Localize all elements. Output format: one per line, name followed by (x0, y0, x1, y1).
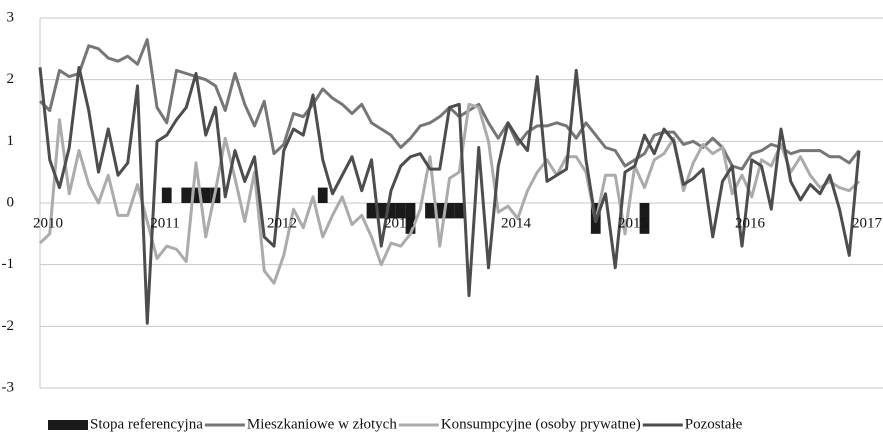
bar (444, 203, 455, 219)
bar (161, 187, 172, 203)
legend-swatch (48, 420, 88, 430)
bar (454, 203, 465, 219)
bar (639, 203, 650, 234)
bar (191, 187, 201, 203)
bar (395, 203, 406, 219)
x-tick-label: 2014 (501, 215, 532, 231)
legend-label: Stopa referencyjna (90, 416, 203, 432)
legend-label: Mieszkaniowe w złotych (247, 416, 397, 432)
bar (434, 203, 445, 219)
bar (317, 187, 328, 203)
x-tick-label: 2010 (33, 215, 63, 231)
legend-item: Pozostałe (642, 416, 743, 432)
legend-item: Konsumpcyjne (osoby prywatne) (398, 416, 641, 432)
line (38, 38, 861, 171)
x-tick-label: 2015 (618, 215, 648, 231)
bar (376, 203, 387, 219)
bar (366, 203, 377, 219)
x-tick-label: 2013 (384, 215, 414, 231)
bar (405, 203, 416, 234)
line (38, 102, 861, 285)
x-tick-label: 2012 (267, 215, 297, 231)
y-tick-label: -1 (2, 256, 15, 272)
legend-label: Konsumpcyjne (osoby prywatne) (441, 416, 641, 432)
y-tick-label: -2 (2, 318, 15, 334)
x-tick-label: 2011 (150, 215, 179, 231)
legend-item: Mieszkaniowe w złotych (204, 416, 397, 432)
bar (200, 187, 211, 203)
legend-item: Stopa referencyjna (48, 416, 203, 432)
y-tick-label: 0 (7, 194, 15, 210)
y-tick-label: -3 (2, 379, 15, 395)
x-tick-label: 2016 (735, 215, 766, 231)
legend-label: Pozostałe (685, 416, 743, 432)
bar (181, 187, 192, 203)
bar (425, 203, 435, 219)
y-tick-label: 1 (7, 133, 15, 149)
x-tick-label: 2017 (852, 215, 883, 231)
y-tick-label: 2 (7, 71, 15, 87)
line (38, 65, 861, 325)
bar (386, 203, 396, 219)
y-tick-label: 3 (7, 9, 15, 25)
